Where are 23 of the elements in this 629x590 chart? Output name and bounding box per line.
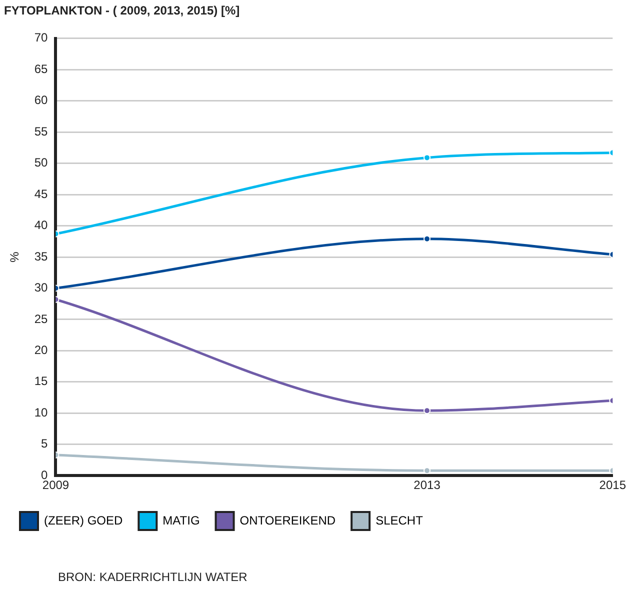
y-tick-label: 15	[34, 374, 48, 388]
y-tick-label: 10	[34, 405, 48, 420]
legend-label: ONTOEREIKEND	[240, 513, 336, 528]
y-tick-label: 35	[34, 249, 48, 264]
legend-label: MATIG	[162, 513, 200, 528]
y-tick-label: 5	[41, 436, 48, 451]
y-tick-label: 50	[34, 156, 48, 170]
y-tick-label: 40	[34, 218, 48, 232]
y-axis-title: %	[8, 251, 22, 262]
chart-title: FYTOPLANKTON - ( 2009, 2013, 2015) [%]	[4, 4, 240, 18]
y-tick-label: 30	[34, 280, 48, 295]
y-tick-label: 65	[34, 62, 48, 76]
y-tick-label: 20	[34, 343, 48, 357]
y-tick-label: 60	[34, 93, 48, 108]
x-tick-label: 2013	[414, 478, 441, 492]
y-tick-label: 45	[34, 186, 48, 201]
x-tick-label: 2015	[599, 478, 626, 492]
text: BRON: KADERRICHTLIJN WATER	[58, 570, 248, 584]
y-tick-label: 55	[34, 124, 48, 138]
legend-label: SLECHT	[376, 513, 424, 528]
y-tick-label: 70	[34, 30, 48, 45]
legend-label: (ZEER) GOED	[44, 513, 123, 528]
y-tick-label: 25	[34, 312, 48, 326]
